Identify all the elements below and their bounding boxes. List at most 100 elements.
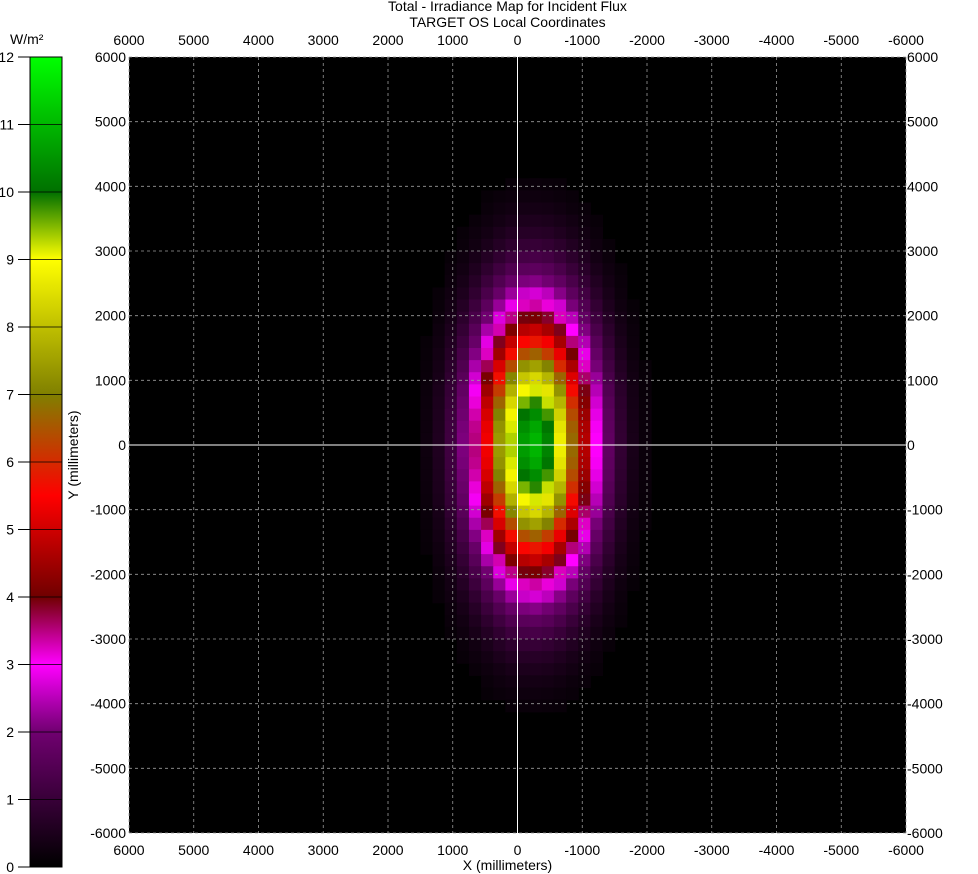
heat-cell xyxy=(614,566,628,579)
heat-cell xyxy=(493,360,506,373)
heat-cell xyxy=(566,275,579,288)
heat-cell xyxy=(553,590,567,604)
heat-cell xyxy=(566,311,579,325)
heat-cell xyxy=(614,614,628,628)
heat-cell xyxy=(529,651,543,664)
heat-cell xyxy=(505,663,519,676)
heat-cell xyxy=(566,493,579,507)
heat-cell xyxy=(468,626,482,640)
heat-cell xyxy=(481,287,494,301)
heat-cell xyxy=(590,384,604,398)
heat-cell xyxy=(481,190,494,204)
heat-cell xyxy=(529,384,543,398)
heat-cell xyxy=(578,299,591,313)
heat-cell xyxy=(553,554,567,567)
x-tick-label-bottom: 0 xyxy=(514,842,522,858)
heat-cell xyxy=(590,323,604,337)
heat-cell xyxy=(468,251,482,264)
heat-cell xyxy=(566,566,579,579)
heat-cell xyxy=(602,566,616,579)
heat-cell xyxy=(614,384,628,398)
heat-cell xyxy=(578,432,591,446)
heat-cell xyxy=(517,469,531,482)
heat-cell xyxy=(578,554,591,567)
heat-cell xyxy=(566,335,579,349)
heat-cell xyxy=(590,299,604,313)
x-tick-label-top: 4000 xyxy=(243,32,274,48)
heat-cell xyxy=(505,190,519,204)
heat-cell xyxy=(432,420,446,434)
heat-cell xyxy=(493,554,506,567)
heat-cell xyxy=(493,311,506,325)
colorbar-tick-label: 7 xyxy=(6,387,14,403)
heat-cell xyxy=(456,529,470,543)
heat-cell xyxy=(529,420,543,434)
heat-cell xyxy=(468,323,482,337)
heat-cell xyxy=(614,602,628,616)
heat-cell xyxy=(541,360,555,373)
heat-cell xyxy=(602,626,616,640)
heat-cell xyxy=(517,202,531,216)
colorbar-tick-label: 8 xyxy=(6,319,14,335)
colorbar-tick-label: 12 xyxy=(0,49,14,65)
heat-cell xyxy=(481,299,494,313)
heat-cell xyxy=(468,287,482,301)
heat-cell xyxy=(566,348,579,361)
heat-cell xyxy=(566,420,579,434)
heat-cell xyxy=(517,372,531,385)
heat-cell xyxy=(493,517,506,531)
heat-cell xyxy=(602,275,616,288)
heat-cell xyxy=(517,542,531,555)
heat-cell xyxy=(420,481,434,495)
heat-cell xyxy=(638,457,652,470)
heat-cell xyxy=(444,493,458,507)
heat-cell xyxy=(420,396,434,410)
heat-cell xyxy=(602,432,616,446)
heat-cell xyxy=(638,432,652,446)
heat-cell xyxy=(481,335,494,349)
heat-cell xyxy=(493,335,506,349)
heat-cell xyxy=(541,505,555,519)
heat-cell xyxy=(626,432,640,446)
heat-cell xyxy=(566,675,579,689)
x-tick-label-bottom: 6000 xyxy=(113,842,144,858)
heat-cell xyxy=(481,639,494,652)
heat-cell xyxy=(638,469,652,482)
heat-cell xyxy=(566,445,579,458)
heat-cell xyxy=(505,457,519,470)
heat-cell xyxy=(468,663,482,676)
crosshair xyxy=(129,57,906,833)
heat-cell xyxy=(505,542,519,555)
colorbar-tick-label: 9 xyxy=(6,252,14,268)
y-tick-label-right: 2000 xyxy=(907,308,938,324)
heat-cell xyxy=(638,517,652,531)
heat-cell xyxy=(481,626,494,640)
heat-cell xyxy=(566,408,579,422)
heat-cell xyxy=(566,287,579,301)
heat-cell xyxy=(468,457,482,470)
heat-cell xyxy=(602,238,616,252)
heat-cell xyxy=(614,287,628,301)
heat-cell xyxy=(481,396,494,410)
heat-cell xyxy=(566,687,579,701)
heat-cell xyxy=(578,202,591,216)
heat-cell xyxy=(602,457,616,470)
heat-cell xyxy=(493,275,506,288)
heat-cell xyxy=(481,263,494,276)
heat-cell xyxy=(553,517,567,531)
heat-cell xyxy=(566,432,579,446)
heat-cell xyxy=(614,517,628,531)
heat-cell xyxy=(505,675,519,689)
heat-cell xyxy=(614,505,628,519)
heat-cell xyxy=(468,590,482,604)
heat-cell xyxy=(553,311,567,325)
heat-cell xyxy=(505,384,519,398)
heat-cell xyxy=(566,214,579,228)
heat-cell xyxy=(602,263,616,276)
heat-cell xyxy=(481,529,494,543)
heat-cell xyxy=(566,323,579,337)
heat-cell xyxy=(420,432,434,446)
heat-cell xyxy=(505,420,519,434)
heat-cell xyxy=(505,554,519,567)
heat-cell xyxy=(626,469,640,482)
